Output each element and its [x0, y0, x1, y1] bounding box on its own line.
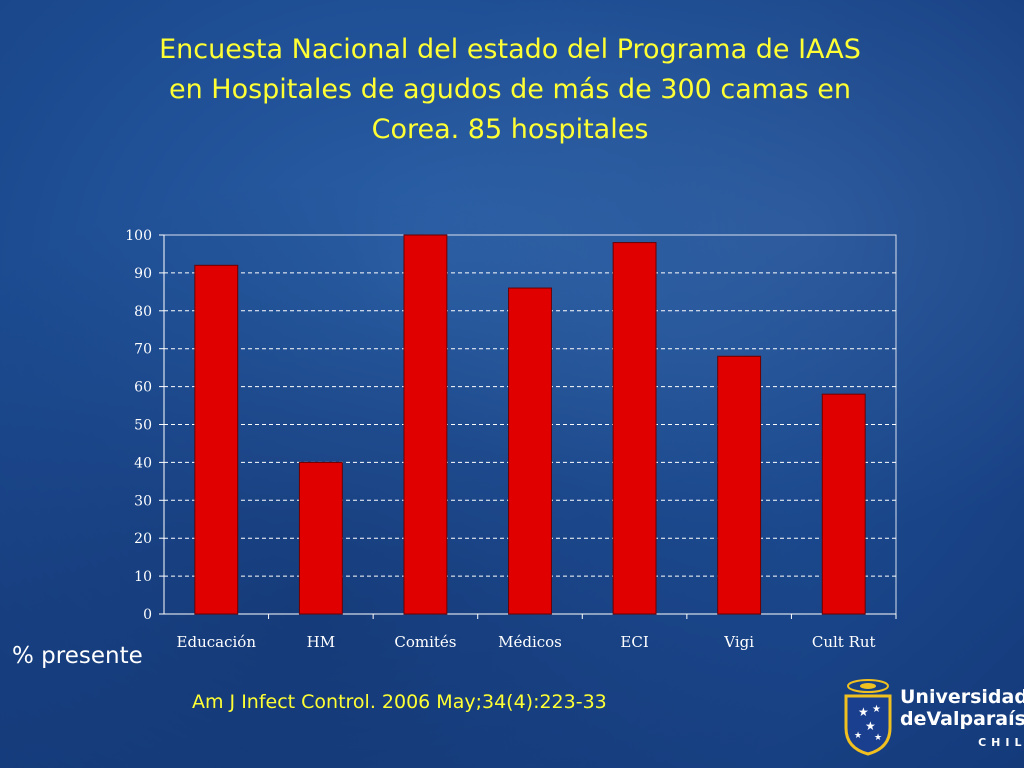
logo-wordmark: Universidad deValparaíso CHILE: [900, 686, 1024, 754]
title-line-2: en Hospitales de agudos de más de 300 ca…: [168, 74, 852, 105]
logo-line-1: Universidad: [900, 686, 1024, 708]
logo-line-2: deValparaíso: [900, 708, 1024, 730]
svg-text:★: ★: [874, 733, 882, 743]
y-tick-label: 70: [134, 342, 152, 358]
bar: [612, 242, 657, 615]
y-tick-label: 100: [125, 228, 152, 244]
y-tick-label: 30: [134, 493, 152, 509]
x-tick-label: Cult Rut: [812, 633, 876, 651]
bar: [508, 287, 552, 615]
title-line-3: Corea. 85 hospitales: [371, 114, 649, 145]
x-tick-label: Médicos: [498, 633, 562, 651]
y-caption: % presente: [12, 643, 143, 669]
citation: Am J Infect Control. 2006 May;34(4):223-…: [192, 691, 607, 713]
logo-line-3: CHILE: [978, 736, 1024, 749]
svg-text:★: ★: [858, 705, 869, 719]
bar: [298, 461, 343, 615]
y-tick-label: 80: [134, 304, 152, 320]
y-tick-label: 90: [134, 266, 152, 282]
bar: [194, 264, 239, 615]
university-logo: ★ ★ ★ ★ ★ Universidad deValparaíso CHILE: [838, 676, 1024, 762]
shield-icon: ★ ★ ★ ★ ★: [844, 679, 892, 756]
svg-text:★: ★: [865, 719, 876, 733]
y-tick-label: 10: [134, 569, 152, 585]
bar: [821, 393, 866, 615]
x-tick-label: ECI: [620, 633, 648, 651]
x-tick-label: Vigi: [723, 633, 754, 651]
svg-text:★: ★: [854, 731, 862, 741]
slide-title: Encuesta Nacional del estado del Program…: [60, 30, 960, 150]
x-tick-label: HM: [307, 633, 335, 651]
x-tick-label: Comités: [394, 633, 456, 651]
svg-text:★: ★: [872, 704, 881, 715]
bar: [717, 355, 762, 615]
bar: [403, 234, 448, 615]
title-line-1: Encuesta Nacional del estado del Program…: [159, 34, 861, 65]
y-tick-label: 50: [134, 418, 152, 434]
y-tick-label: 40: [134, 455, 152, 471]
y-tick-label: 20: [134, 531, 152, 547]
x-tick-label: Educación: [177, 633, 257, 651]
y-tick-label: 60: [134, 380, 152, 396]
y-tick-label: 0: [143, 607, 152, 623]
